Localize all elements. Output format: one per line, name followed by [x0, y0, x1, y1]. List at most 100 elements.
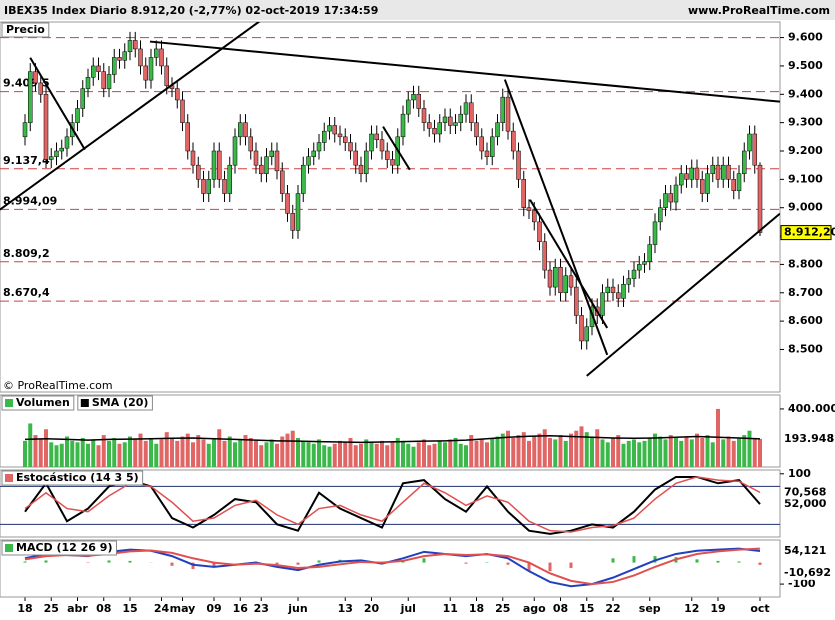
volume-bar — [395, 437, 400, 467]
candle-body — [605, 286, 610, 294]
volume-bar — [658, 436, 663, 467]
volume-bar — [364, 439, 369, 467]
x-tick-label: 20 — [364, 602, 380, 615]
volume-bar — [138, 433, 143, 467]
volume-bar — [490, 437, 495, 467]
candle-body — [143, 65, 148, 81]
candle-body — [705, 173, 710, 194]
candle-body — [500, 96, 505, 123]
volume-bar — [537, 433, 542, 467]
x-tick-label: 08 — [553, 602, 568, 615]
candle-body — [458, 113, 463, 123]
candle-body — [663, 193, 668, 208]
candle-body — [442, 116, 448, 123]
volume-bar — [385, 445, 390, 467]
y-tick-label: 100 — [788, 467, 811, 480]
volume-bar — [206, 443, 211, 467]
candle-body — [411, 94, 416, 101]
candle-body — [127, 40, 133, 53]
macd-hist — [107, 560, 111, 563]
macd-hist — [422, 558, 426, 563]
volume-bar — [574, 430, 579, 467]
candle-body — [343, 136, 348, 143]
volume-bar — [248, 437, 253, 467]
candle-body — [280, 170, 285, 194]
volume-bar — [710, 442, 715, 467]
volume-bar — [122, 442, 127, 467]
macd-hist — [548, 562, 552, 572]
volume-bar — [96, 445, 101, 467]
pane-label: Precio — [6, 23, 45, 36]
candle-body — [238, 122, 243, 138]
volume-bar — [91, 439, 96, 467]
volume-bar — [506, 430, 510, 467]
candle-body — [421, 108, 427, 123]
volume-bar — [70, 440, 75, 467]
volume-bar — [185, 433, 190, 467]
y-tick-label: 400.000 — [788, 402, 835, 415]
volume-bar — [616, 435, 621, 467]
volume-bar — [621, 443, 626, 467]
last-value-box — [781, 497, 831, 512]
volume-bar — [311, 443, 316, 467]
volume-bar — [212, 437, 216, 467]
sma-line — [24, 435, 761, 444]
volume-bar — [327, 446, 332, 467]
candle-body — [133, 40, 138, 50]
volume-bar — [569, 433, 573, 467]
volume-bar — [485, 442, 489, 467]
volume-bar — [689, 439, 694, 467]
candle-body — [731, 179, 736, 191]
macd-hist — [716, 560, 720, 563]
candle-body — [164, 65, 169, 87]
candle-body — [43, 94, 49, 160]
candle-body — [201, 179, 206, 194]
candle-body — [574, 286, 579, 316]
candle-body — [673, 184, 679, 203]
candle-body — [679, 173, 684, 186]
macd-hist — [317, 560, 321, 563]
volume-bar — [553, 439, 558, 467]
volume-bar — [647, 437, 652, 467]
candle-body — [122, 51, 127, 61]
volume-bar — [222, 440, 227, 467]
candle-body — [180, 99, 185, 123]
candle-body — [22, 122, 28, 138]
candle-body — [327, 125, 332, 132]
volume-bar — [742, 435, 747, 467]
candle-body — [474, 122, 479, 138]
candle-body — [106, 74, 112, 89]
candle-body — [117, 57, 122, 61]
volume-bar — [285, 433, 290, 467]
candle-body — [610, 286, 616, 294]
candle-body — [715, 164, 721, 180]
candle-body — [658, 207, 663, 223]
volume-bar — [317, 439, 321, 467]
volume-bar — [532, 436, 537, 467]
volume-bar — [527, 440, 531, 467]
candle-body — [175, 88, 180, 101]
volume-bar — [642, 440, 647, 467]
site: www.ProRealTime.com — [688, 4, 830, 17]
macd-hist — [44, 560, 48, 563]
candle-body — [390, 159, 395, 166]
volume-bar — [511, 437, 516, 467]
candle-body — [526, 207, 532, 211]
volume-bar — [338, 440, 342, 467]
candle-body — [259, 164, 264, 174]
volume-bar — [353, 445, 358, 467]
volume-bar — [180, 436, 185, 467]
x-tick-label: 22 — [605, 602, 620, 615]
volume-bar — [306, 442, 311, 467]
y-tick-label: 9.300 — [788, 116, 823, 129]
candle-body — [28, 71, 33, 123]
volume-bar — [65, 436, 69, 467]
volume-bar — [33, 435, 38, 467]
macd-hist — [128, 560, 132, 563]
macd-hist — [170, 562, 174, 566]
pane-label: Volumen — [16, 396, 70, 409]
candle-body — [227, 164, 232, 194]
volume-bar — [23, 440, 27, 467]
candle-body — [311, 150, 316, 157]
